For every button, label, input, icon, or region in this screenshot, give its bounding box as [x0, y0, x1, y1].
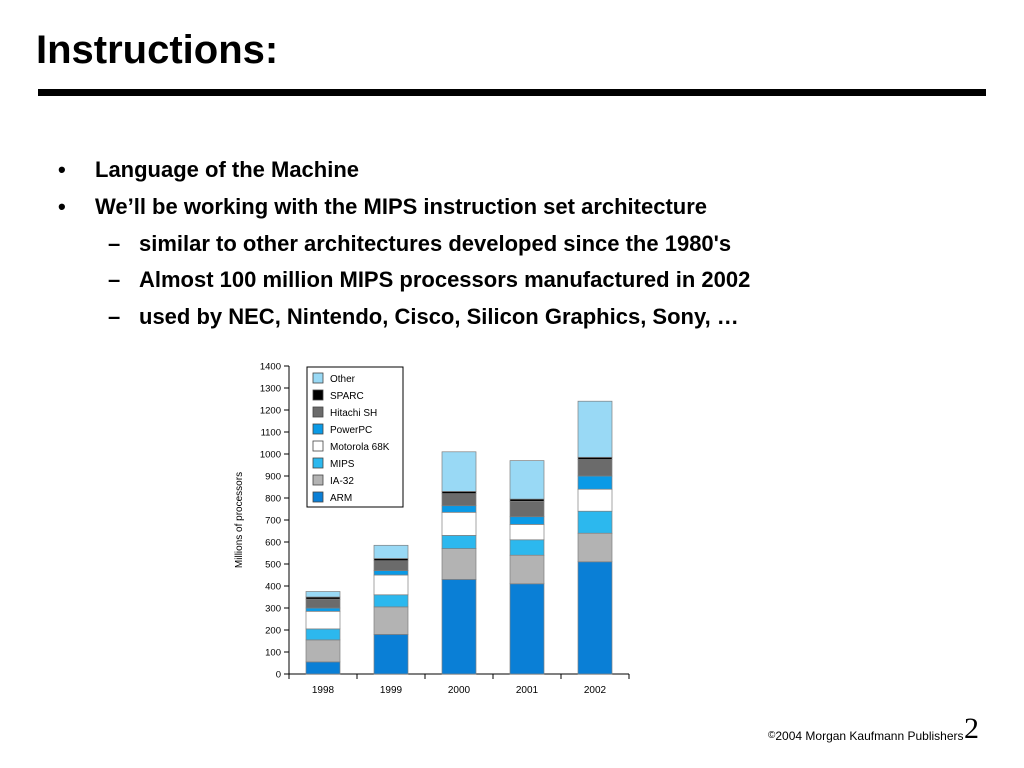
- bullet-mips-architecture: We’ll be working with the MIPS instructi…: [95, 194, 708, 219]
- bullet-language-of-machine: Language of the Machine: [95, 157, 360, 182]
- x-tick-label-2002: 2002: [584, 685, 607, 696]
- y-tick-label-500: 500: [265, 560, 281, 571]
- y-axis-label: Millions of processors: [234, 472, 245, 568]
- legend-swatch-ia-32: [312, 474, 324, 486]
- legend-swatch-powerpc: [312, 423, 324, 435]
- legend-label-sparc: SPARC: [330, 391, 364, 402]
- sub-bullet-marker: –: [108, 267, 121, 292]
- sub-bullet-mips-volume: Almost 100 million MIPS processors manuf…: [139, 267, 751, 292]
- bullet-marker: •: [58, 194, 66, 219]
- sub-bullet-users: used by NEC, Nintendo, Cisco, Silicon Gr…: [139, 304, 739, 329]
- bar-2001-arm: [509, 583, 545, 675]
- legend-swatch-arm: [312, 491, 324, 503]
- bar-2000-mips: [441, 535, 477, 549]
- bar-1999-ia-32: [373, 606, 409, 635]
- y-tick-label-600: 600: [265, 538, 281, 549]
- legend-label-motorola-68k: Motorola 68K: [330, 442, 390, 453]
- legend-swatch-mips: [312, 457, 324, 469]
- bar-2001-ia-32: [509, 554, 545, 585]
- sub-bullet-similar-architectures: similar to other architectures developed…: [139, 231, 732, 256]
- y-tick-label-900: 900: [265, 472, 281, 483]
- bar-1998-hitachi-sh: [305, 598, 341, 609]
- y-tick-label-700: 700: [265, 516, 281, 527]
- slide-title: Instructions:: [36, 28, 279, 72]
- bar-2000-ia-32: [441, 548, 477, 580]
- x-tick-label-1998: 1998: [312, 685, 335, 696]
- bar-1998-motorola-68k: [305, 610, 341, 630]
- bar-2001-powerpc: [509, 516, 545, 525]
- bar-2002-powerpc: [577, 475, 613, 490]
- bar-2000-powerpc: [441, 505, 477, 513]
- y-tick-label-100: 100: [265, 648, 281, 659]
- bar-1998-powerpc: [305, 607, 341, 612]
- bar-2001-motorola-68k: [509, 524, 545, 541]
- bar-1998-mips: [305, 628, 341, 641]
- title-divider: [38, 89, 986, 96]
- x-tick-label-2001: 2001: [516, 685, 539, 696]
- legend-swatch-hitachi-sh: [312, 406, 324, 418]
- legend-label-other: Other: [330, 374, 356, 385]
- bar-1999-mips: [373, 594, 409, 608]
- legend-label-powerpc: PowerPC: [330, 425, 372, 436]
- sub-bullet-marker: –: [108, 304, 121, 329]
- bar-2001-other: [509, 460, 545, 500]
- bar-1999-hitachi-sh: [373, 560, 409, 571]
- y-tick-label-1300: 1300: [260, 384, 281, 395]
- y-tick-label-1200: 1200: [260, 406, 281, 417]
- y-tick-label-0: 0: [276, 670, 281, 681]
- bar-1998-arm: [305, 661, 341, 675]
- bar-1998-other: [305, 591, 341, 598]
- bar-2000-arm: [441, 579, 477, 675]
- legend-swatch-other: [312, 372, 324, 384]
- sub-bullet-marker: –: [108, 231, 121, 256]
- bar-2002-mips: [577, 510, 613, 534]
- legend-label-mips: MIPS: [330, 459, 355, 470]
- x-tick-label-1999: 1999: [380, 685, 403, 696]
- bar-2002-arm: [577, 561, 613, 675]
- bar-1999-arm: [373, 634, 409, 675]
- y-tick-label-400: 400: [265, 582, 281, 593]
- copyright-symbol: ©: [768, 730, 776, 741]
- legend-swatch-sparc: [312, 389, 324, 401]
- y-tick-label-300: 300: [265, 604, 281, 615]
- legend-swatch-motorola-68k: [312, 440, 324, 452]
- legend-label-ia-32: IA-32: [330, 476, 354, 487]
- bar-2001-mips: [509, 539, 545, 556]
- bar-2002-hitachi-sh: [577, 459, 613, 477]
- y-tick-label-1000: 1000: [260, 450, 281, 461]
- legend-box: [306, 366, 404, 508]
- bar-2001-hitachi-sh: [509, 500, 545, 518]
- copyright-footer: ©2004 Morgan Kaufmann Publishers: [768, 729, 964, 743]
- bar-2002-other: [577, 400, 613, 458]
- bar-1999-powerpc: [373, 570, 409, 576]
- legend-label-arm: ARM: [330, 493, 352, 504]
- copyright-text: 2004 Morgan Kaufmann Publishers: [775, 729, 964, 743]
- legend-label-hitachi-sh: Hitachi SH: [330, 408, 377, 419]
- y-tick-label-1100: 1100: [261, 428, 281, 439]
- bar-1999-other: [373, 544, 409, 559]
- bar-1999-motorola-68k: [373, 574, 409, 596]
- x-tick-label-2000: 2000: [448, 685, 471, 696]
- bar-1998-ia-32: [305, 639, 341, 663]
- bullet-marker: •: [58, 157, 66, 182]
- y-tick-label-1400: 1400: [260, 362, 281, 373]
- page-number: 2: [964, 712, 979, 745]
- bar-2002-motorola-68k: [577, 488, 613, 512]
- bar-2000-hitachi-sh: [441, 493, 477, 507]
- bar-2000-motorola-68k: [441, 511, 477, 536]
- y-tick-label-800: 800: [265, 494, 281, 505]
- bar-2002-ia-32: [577, 532, 613, 563]
- y-tick-label-200: 200: [265, 626, 281, 637]
- bar-2000-other: [441, 451, 477, 492]
